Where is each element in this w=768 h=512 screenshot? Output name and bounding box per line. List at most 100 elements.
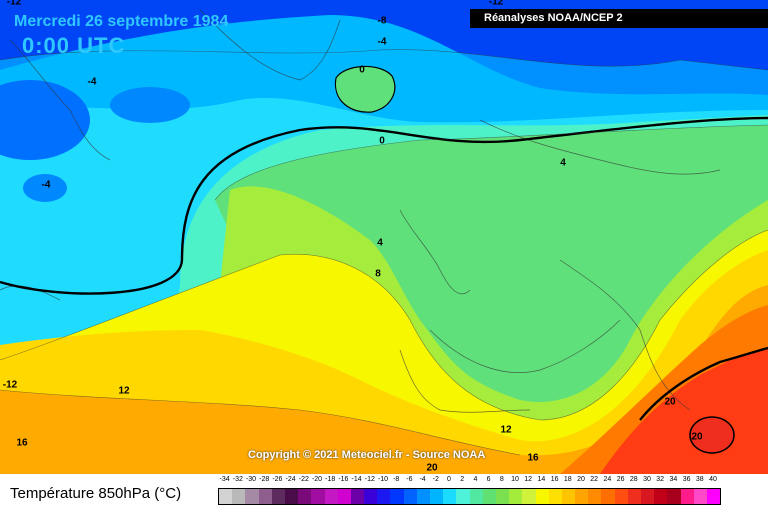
zone-cold-pocket-center: [110, 87, 190, 123]
legend-swatch: [614, 489, 628, 504]
legend-swatch: [641, 489, 655, 504]
legend-scale-value: 22: [590, 476, 599, 483]
contour-label: -12: [2, 379, 18, 391]
legend-scale-value: -20: [311, 476, 323, 483]
legend-scale-value: -24: [285, 476, 296, 483]
legend-swatch: [588, 489, 602, 504]
legend-swatch: [575, 489, 589, 504]
contour-label: 12: [500, 424, 512, 436]
legend-scale-value: 16: [550, 476, 559, 483]
contour-label: 12: [118, 385, 130, 397]
legend-swatch: [680, 489, 694, 504]
zone-cold-pocket-west: [0, 80, 90, 160]
legend-swatch: [258, 489, 272, 504]
legend-swatch: [245, 489, 259, 504]
legend-swatch: [495, 489, 510, 504]
legend-swatch: [693, 489, 707, 504]
contour-label: 20: [426, 462, 438, 474]
legend-swatch: [430, 489, 444, 504]
legend-scale-value: 26: [616, 476, 625, 483]
legend-swatch: [548, 489, 562, 504]
legend-swatch: [706, 489, 721, 504]
legend-swatch: [469, 489, 483, 504]
legend-swatch: [416, 489, 430, 504]
temperature-map: [0, 0, 768, 474]
legend-swatch: [219, 489, 233, 504]
legend-scale-value: 12: [524, 476, 533, 483]
zone-hot-pocket: [689, 416, 735, 454]
legend-scale-value: -18: [325, 476, 336, 483]
legend-scale-value: -14: [351, 476, 362, 483]
legend-swatch: [667, 489, 681, 504]
map-date-title: Mercredi 26 septembre 1984: [14, 13, 229, 30]
copyright-notice: Copyright © 2021 Meteociel.fr - Source N…: [248, 449, 486, 461]
legend-scale-value: 8: [499, 476, 504, 483]
legend-scale-value: 14: [537, 476, 546, 483]
contour-label: 16: [16, 437, 28, 449]
legend-scale-value: 30: [643, 476, 651, 483]
legend-scale-value: 36: [682, 476, 691, 483]
source-label: Réanalyses NOAA/NCEP 2: [470, 9, 768, 28]
legend-swatch: [232, 489, 246, 504]
legend-scale-value: -32: [232, 476, 243, 483]
legend-swatch: [271, 489, 285, 504]
legend-swatch: [522, 489, 536, 504]
legend-scale-value: -8: [393, 476, 400, 483]
legend-color-scale: [218, 488, 722, 505]
thin-isotherms: [0, 49, 768, 456]
legend-scale-value: 24: [603, 476, 612, 483]
contour-label: -8: [377, 15, 387, 27]
zone-warm-bubble: [334, 65, 396, 113]
legend-swatch: [390, 489, 404, 504]
contour-label: 20: [691, 431, 703, 443]
legend-scale-value: -26: [272, 476, 283, 483]
contour-label: 16: [527, 452, 539, 464]
legend-scale-value: -6: [406, 476, 413, 483]
legend-scale-value: 18: [563, 476, 572, 483]
legend-swatch: [403, 489, 417, 504]
legend-swatch: [298, 489, 312, 504]
legend-scale-value: 0: [447, 476, 451, 483]
contour-label: 0: [379, 135, 385, 147]
legend-swatch: [337, 489, 351, 504]
legend-swatch: [311, 489, 325, 504]
isotherm-twenty: [639, 346, 768, 421]
legend-scale-value: -4: [419, 476, 426, 483]
coastlines: [0, 9, 721, 413]
legend-swatch: [324, 489, 338, 504]
legend-scale-value: 6: [486, 476, 491, 483]
legend-scale-value: 38: [695, 476, 704, 483]
contour-label: -4: [377, 36, 387, 48]
legend-swatch: [284, 489, 299, 504]
contour-label: 4: [377, 237, 383, 249]
legend-scale-value: -10: [377, 476, 389, 483]
legend-swatch: [601, 489, 615, 504]
legend-scale-value: -28: [259, 476, 270, 483]
contour-label: -12: [488, 0, 504, 8]
map-time-title: 0:00 UTC: [22, 33, 126, 58]
legend-scale-value: 34: [669, 476, 678, 483]
legend-swatch: [364, 489, 378, 504]
contour-label: 20: [664, 396, 676, 408]
contour-label: -4: [41, 179, 51, 191]
legend-swatch: [350, 489, 365, 504]
legend-scale-value: 10: [511, 476, 519, 483]
legend-swatch: [377, 489, 391, 504]
legend-scale-value: -30: [245, 476, 257, 483]
zone-orange: [0, 285, 768, 474]
legend-scale-value: -34: [219, 476, 230, 483]
legend-panel: Température 850hPa (°C) -34 -32 -30 -28 -26-…: [0, 474, 768, 512]
legend-scale-value: 28: [629, 476, 638, 483]
contour-label: -12: [6, 0, 22, 8]
contour-label: 0: [359, 64, 365, 76]
legend-swatch: [561, 489, 576, 504]
legend-swatch: [456, 489, 470, 504]
legend-swatch: [627, 489, 641, 504]
legend-scale-value: -16: [338, 476, 349, 483]
contour-label: 4: [560, 157, 566, 169]
isotherm-zero: [0, 116, 768, 295]
contour-label: -4: [87, 76, 97, 88]
legend-scale-value: 2: [460, 476, 465, 483]
legend-swatch: [535, 489, 549, 504]
